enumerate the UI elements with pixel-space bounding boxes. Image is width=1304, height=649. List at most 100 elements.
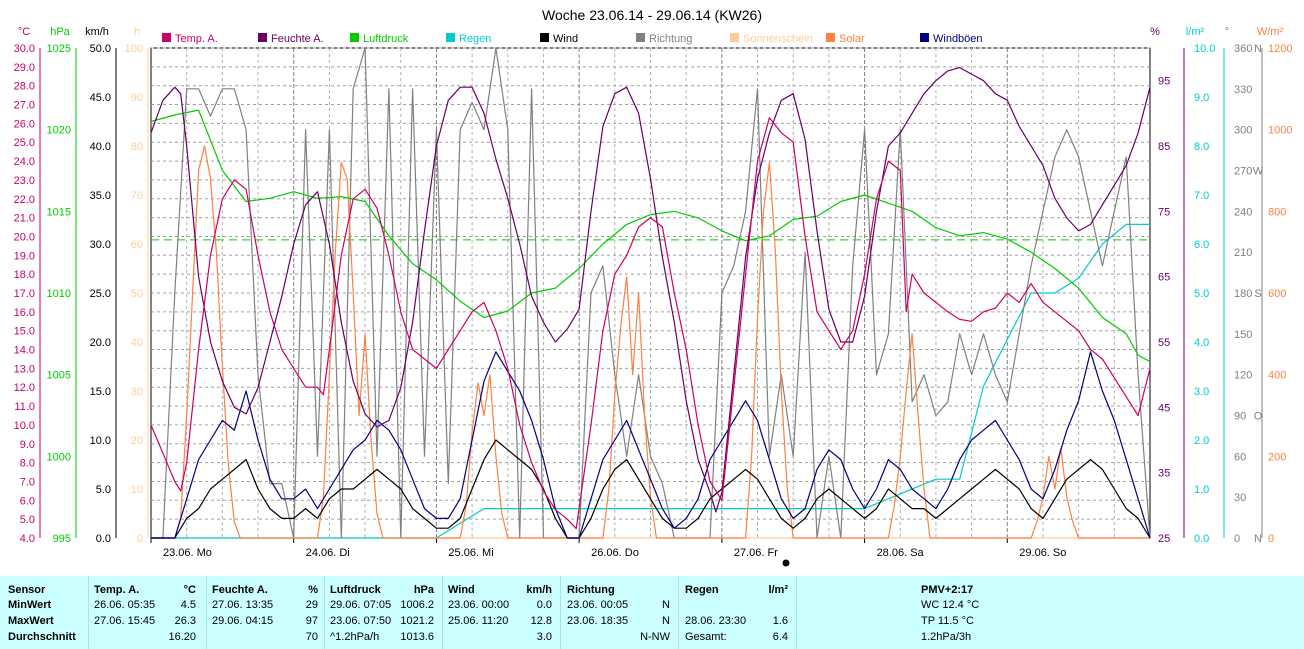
axis-tick-label: 3.0 <box>1194 386 1209 398</box>
stats-header-wind-unit: km/h <box>526 584 552 596</box>
stats-col-hum: Feuchte A. % 27.06. 13:35 29 29.06. 04:1… <box>206 576 324 649</box>
stats-wind-min-time: 23.06. 00:00 <box>448 599 510 611</box>
axis-tick-label: 5.0 <box>1194 288 1209 300</box>
axis-tick-label: 4.0 <box>1194 337 1209 349</box>
stats-header-temp-unit: °C <box>183 584 196 596</box>
x-tick-label: 27.06. Fr <box>734 547 778 559</box>
legend-swatch <box>920 33 929 42</box>
axis-cardinal-label: S <box>1254 288 1261 300</box>
axis-tick-label: 330 <box>1234 84 1252 96</box>
now-marker <box>782 559 790 567</box>
axis-tick-label: 40 <box>131 337 143 349</box>
axis-tick-label: 28.0 <box>14 81 35 93</box>
stats-header-press-unit: hPa <box>413 584 434 596</box>
stats-hum-max-time: 29.06. 04:15 <box>212 615 274 627</box>
stats-rain-max-val: 1.6 <box>772 615 788 627</box>
stats-press-min-time: 29.06. 07:05 <box>330 599 392 611</box>
legend-label: Luftdruck <box>363 33 409 45</box>
stats-dir-min-val: N <box>662 599 670 611</box>
legend-swatch <box>258 33 267 42</box>
axis-tick-label: 90 <box>131 92 143 104</box>
axis-tick-label: 0.0 <box>96 533 111 545</box>
axis-tick-label: 600 <box>1268 288 1286 300</box>
axis-tick-label: 0.0 <box>1194 533 1209 545</box>
axis-tick-label: 80 <box>131 141 143 153</box>
axis-unit-label: km/h <box>85 26 109 38</box>
axis-tick-label: 7.0 <box>20 476 35 488</box>
stats-header-press: Luftdruck <box>330 584 381 596</box>
legend-swatch <box>446 33 455 42</box>
legend-label: Regen <box>459 33 491 45</box>
axis-tick-label: 12.0 <box>14 382 35 394</box>
stats-press-trend: ^1.2hPa/h <box>330 631 380 643</box>
axis-tick-label: 30 <box>1234 492 1246 504</box>
stats-wind-min-val: 0.0 <box>536 599 552 611</box>
axis-tick-label: 1200 <box>1268 43 1292 55</box>
stats-temp-max-time: 27.06. 15:45 <box>94 615 156 627</box>
axis-tick-label: 0 <box>137 533 143 545</box>
chart-series <box>150 47 1151 539</box>
axis-tick-label: 18.0 <box>14 269 35 281</box>
stats-wind-avg-val: 3.0 <box>536 631 552 643</box>
axis-tick-label: 70 <box>131 190 143 202</box>
axis-tick-label: 7.0 <box>1194 190 1209 202</box>
axis-tick-label: 15.0 <box>14 326 35 338</box>
stats-press-max-time: 23.06. 07:50 <box>330 615 392 627</box>
chart-legend: Temp. A. Feuchte A. Luftdruck Regen Wind Rich… <box>162 33 983 45</box>
axis-tick-label: 23.0 <box>14 175 35 187</box>
stats-rain-total-label: Gesamt: <box>685 631 727 643</box>
axis-cardinal-label: O <box>1254 411 1263 423</box>
axis-tick-label: 8.0 <box>20 458 35 470</box>
stats-press-min-val: 1006.2 <box>400 599 434 611</box>
axis-tick-label: 120 <box>1234 370 1252 382</box>
stats-header-temp: Temp. A. <box>94 584 140 596</box>
axis-unit-label: % <box>1150 26 1160 38</box>
stats-hum-max-val: 97 <box>305 615 318 627</box>
series-line-windb-en <box>151 351 1151 539</box>
axis-tick-label: 30.0 <box>14 43 35 55</box>
stats-hum-min-time: 27.06. 13:35 <box>212 599 274 611</box>
weather-chart: 4.0 5.0 6.0 7.0 8.0 9.0 10.0 11.0 12.0 13.0 14.0 15… <box>14 7 1292 567</box>
axis-tick-label: 30 <box>131 386 143 398</box>
x-tick-label: 25.06. Mi <box>448 547 493 559</box>
axis-tick-label: 45.0 <box>90 92 111 104</box>
axis-tick-label: 1020 <box>47 125 71 137</box>
series-line-temp-a- <box>150 117 1151 530</box>
stats-wind-max-val: 12.8 <box>530 615 552 627</box>
axis-tick-label: 800 <box>1268 206 1286 218</box>
axis-tick-label: 5.0 <box>20 514 35 526</box>
series-line-richtung <box>151 47 1151 539</box>
axis-tick-label: 0 <box>1234 533 1240 545</box>
axis-tick-label: 400 <box>1268 370 1286 382</box>
axis-tick-label: 25 <box>1158 533 1170 545</box>
axis-tick-label: 20.0 <box>90 337 111 349</box>
legend-label: Wind <box>553 33 578 45</box>
legend-label: Richtung <box>649 33 692 45</box>
axis-unit-label: hPa <box>50 26 70 38</box>
axis-unit-label: l/m² <box>1186 26 1205 38</box>
axis-tick-label: 0 <box>1268 533 1274 545</box>
stats-col-press: Luftdruck hPa 29.06. 07:05 1006.2 23.06.… <box>324 576 442 649</box>
stats-header-dir: Richtung <box>567 584 615 596</box>
axis-tick-label: 60 <box>1234 451 1246 463</box>
legend-label: Feuchte A. <box>271 33 324 45</box>
axis-tick-label: 10 <box>131 484 143 496</box>
axis-tick-label: 22.0 <box>14 194 35 206</box>
axis-tick-label: 35 <box>1158 468 1170 480</box>
legend-swatch <box>636 33 645 42</box>
axis-tick-label: 6.0 <box>1194 239 1209 251</box>
stats-table: Sensor MinWert MaxWert Durchschnitt Temp… <box>0 576 1304 649</box>
axis-tick-label: 17.0 <box>14 288 35 300</box>
x-tick-label: 24.06. Di <box>306 547 350 559</box>
legend-swatch <box>540 33 549 42</box>
stats-rain-max-time: 28.06. 23:30 <box>685 615 747 627</box>
stats-header-wind: Wind <box>448 584 475 596</box>
axis-cardinal-label: N <box>1254 43 1262 55</box>
stats-temp-max-val: 26.3 <box>174 615 196 627</box>
axis-tick-label: 25.0 <box>90 288 111 300</box>
axis-tick-label: 10.0 <box>14 420 35 432</box>
axis-tick-label: 10.0 <box>90 435 111 447</box>
stats-wc: WC 12.4 °C <box>921 599 980 611</box>
axis-tick-label: 75 <box>1158 206 1170 218</box>
axis-tick-label: 14.0 <box>14 345 35 357</box>
